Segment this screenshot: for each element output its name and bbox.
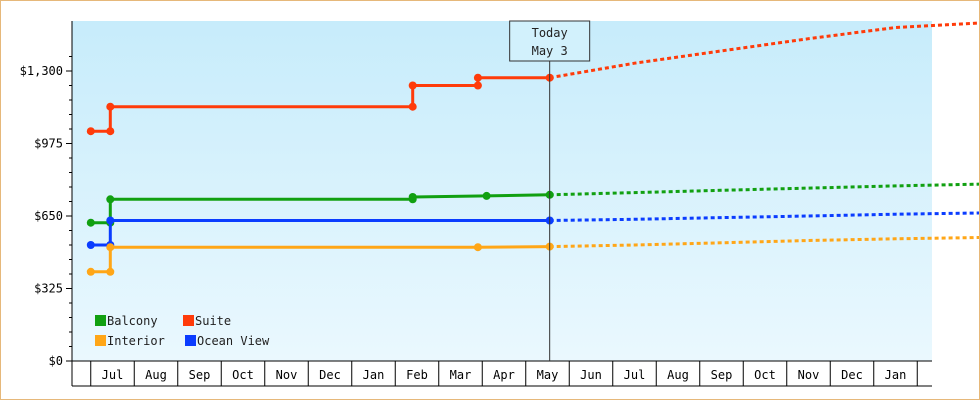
legend-swatch xyxy=(95,335,106,346)
data-point xyxy=(408,193,417,201)
x-tick-label: Jan xyxy=(363,368,385,382)
legend-label: Balcony xyxy=(107,314,158,328)
data-point xyxy=(473,81,482,90)
today-label: Today xyxy=(532,26,568,40)
x-tick-label: Jul xyxy=(102,368,124,382)
x-tick-label: Sep xyxy=(711,368,733,382)
data-point xyxy=(482,191,491,200)
x-tick-label: Nov xyxy=(798,368,820,382)
x-tick-label: Oct xyxy=(754,368,776,382)
series-forecast-ocean-view xyxy=(549,211,979,222)
x-tick-label: Oct xyxy=(232,368,254,382)
today-box xyxy=(509,20,591,62)
data-point xyxy=(106,102,115,111)
y-tick-label: $0 xyxy=(49,354,63,368)
series-line-ocean-view xyxy=(90,219,550,247)
series-forecast-balcony xyxy=(549,182,979,197)
series-forecast-suite xyxy=(549,21,979,80)
data-point xyxy=(86,241,95,249)
x-tick-label: Mar xyxy=(450,368,472,382)
x-tick-label: Aug xyxy=(145,368,167,382)
plot-background xyxy=(72,21,932,361)
data-point xyxy=(106,243,115,252)
legend-swatch xyxy=(183,315,194,326)
data-point xyxy=(106,267,115,276)
data-point xyxy=(86,267,95,276)
data-point xyxy=(408,81,417,90)
data-point xyxy=(473,73,482,82)
x-tick-label: Jan xyxy=(885,368,907,382)
x-tick-label: Jul xyxy=(624,368,646,382)
x-tick-label: Apr xyxy=(493,368,515,382)
series-forecast-interior xyxy=(549,236,979,249)
data-point xyxy=(408,102,417,111)
data-point xyxy=(86,127,95,136)
y-tick-label: $1,300 xyxy=(20,64,63,78)
today-marker: Today May 3 xyxy=(509,20,591,361)
legend: Balcony Suite Interior Ocean View xyxy=(95,314,270,348)
axis-layer: $0 $325 $650 $975 $1,300 Jul Aug Sep Oct Nov Dec Ja… xyxy=(20,21,932,387)
today-date: May 3 xyxy=(532,44,568,58)
y-tick-label: $325 xyxy=(34,282,63,296)
x-tick-label: Jun xyxy=(580,368,602,382)
y-tick-label: $650 xyxy=(34,209,63,223)
x-tick-label: Aug xyxy=(667,368,689,382)
x-tick-label: Feb xyxy=(406,368,428,382)
data-point xyxy=(473,243,482,252)
x-tick-label: Dec xyxy=(841,368,863,382)
legend-label: Suite xyxy=(195,314,231,328)
data-point xyxy=(86,218,95,227)
data-point xyxy=(106,127,115,136)
series-layer xyxy=(86,21,979,276)
x-tick-label: Dec xyxy=(319,368,341,382)
data-point xyxy=(106,195,115,204)
legend-label: Interior xyxy=(107,334,165,348)
x-tick-label: Sep xyxy=(189,368,211,382)
legend-swatch xyxy=(95,315,106,326)
y-tick-label: $975 xyxy=(34,137,63,151)
legend-swatch xyxy=(185,335,196,346)
x-tick-label: May xyxy=(537,368,559,382)
legend-label: Ocean View xyxy=(197,334,270,348)
x-tick-label: Nov xyxy=(276,368,298,382)
data-point xyxy=(106,216,115,225)
